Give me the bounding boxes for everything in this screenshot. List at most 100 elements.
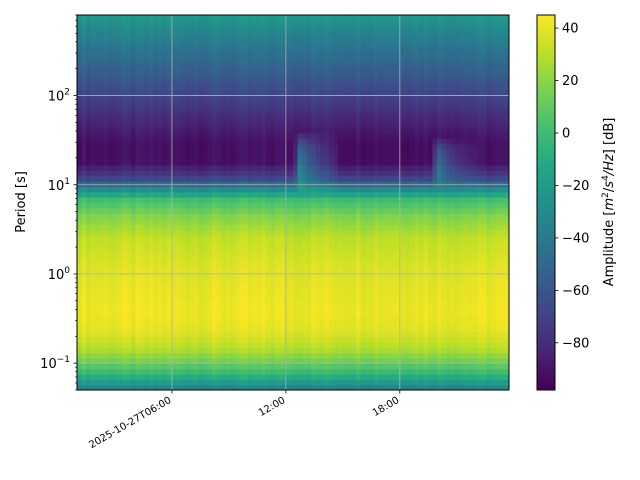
- heatmap-cell: [221, 138, 227, 145]
- heatmap-cell: [140, 36, 146, 43]
- heatmap-cell: [126, 181, 132, 188]
- heatmap-cell: [288, 373, 294, 380]
- heatmap-cell: [351, 293, 357, 300]
- heatmap-cell: [266, 63, 272, 70]
- heatmap-cell: [365, 181, 371, 188]
- heatmap-cell: [266, 315, 272, 321]
- heatmap-cell: [347, 218, 353, 225]
- heatmap-cell: [149, 84, 155, 91]
- heatmap-cell: [108, 31, 114, 38]
- heatmap-cell: [392, 272, 398, 279]
- heatmap-cell: [369, 293, 375, 300]
- heatmap-cell: [387, 191, 393, 198]
- heatmap-cell: [324, 57, 330, 64]
- heatmap-cell: [248, 138, 254, 145]
- heatmap-cell: [239, 331, 245, 338]
- heatmap-cell: [180, 298, 186, 305]
- heatmap-cell: [225, 315, 231, 321]
- heatmap-cell: [306, 223, 312, 230]
- heatmap-cell: [99, 202, 105, 209]
- heatmap-cell: [338, 223, 344, 230]
- heatmap-cell: [293, 277, 299, 284]
- heatmap-cell: [194, 229, 200, 236]
- heatmap-cell: [396, 309, 402, 316]
- heatmap-cell: [311, 229, 317, 236]
- heatmap-cell: [356, 68, 362, 75]
- heatmap-cell: [212, 47, 218, 54]
- heatmap-cell: [293, 256, 299, 263]
- heatmap-cell: [167, 240, 173, 246]
- heatmap-cell: [383, 315, 389, 321]
- heatmap-cell: [176, 90, 182, 96]
- heatmap-cell: [108, 325, 114, 332]
- heatmap-cell: [216, 368, 222, 375]
- heatmap-cell: [338, 234, 344, 241]
- heatmap-cell: [392, 132, 398, 139]
- heatmap-cell: [185, 309, 191, 316]
- heatmap-cell: [275, 363, 281, 370]
- heatmap-cell: [194, 191, 200, 198]
- heatmap-cell: [140, 116, 146, 123]
- heatmap-cell: [288, 57, 294, 64]
- heatmap-cell: [356, 154, 362, 161]
- heatmap-cell: [257, 256, 263, 263]
- heatmap-cell: [356, 79, 362, 86]
- heatmap-cell: [239, 175, 245, 182]
- heatmap-cell: [239, 15, 245, 21]
- heatmap-cell: [135, 223, 141, 230]
- heatmap-cell: [158, 234, 164, 241]
- heatmap-cell: [189, 240, 195, 246]
- heatmap-cell: [338, 25, 344, 32]
- heatmap-cell: [333, 229, 339, 236]
- heatmap-cell: [131, 25, 137, 32]
- heatmap-cell: [108, 41, 114, 48]
- heatmap-cell: [198, 15, 204, 21]
- heatmap-cell: [369, 106, 375, 113]
- heatmap-cell: [288, 202, 294, 209]
- heatmap-cell: [153, 309, 159, 316]
- heatmap-cell: [365, 363, 371, 370]
- heatmap-cell: [351, 213, 357, 220]
- heatmap-cell: [320, 320, 326, 327]
- heatmap-cell: [248, 122, 254, 129]
- heatmap-cell: [108, 320, 114, 327]
- heatmap-cell: [284, 186, 290, 193]
- heatmap-cell: [243, 95, 249, 102]
- heatmap-cell: [378, 309, 384, 316]
- heatmap-cell: [212, 379, 218, 386]
- heatmap-cell: [239, 181, 245, 188]
- heatmap-cell: [270, 293, 276, 300]
- heatmap-cell: [81, 122, 87, 129]
- heatmap-cell: [95, 47, 101, 54]
- heatmap-cell: [279, 57, 285, 64]
- heatmap-cell: [140, 352, 146, 359]
- heatmap-cell: [284, 170, 290, 177]
- heatmap-cell: [108, 111, 114, 118]
- heatmap-cell: [311, 288, 317, 295]
- heatmap-cell: [378, 84, 384, 91]
- heatmap-cell: [329, 272, 335, 279]
- heatmap-cell: [176, 379, 182, 386]
- heatmap-cell: [122, 132, 128, 139]
- heatmap-cell: [284, 245, 290, 252]
- heatmap-cell: [216, 357, 222, 364]
- heatmap-cell: [194, 223, 200, 230]
- heatmap-cell: [288, 282, 294, 289]
- heatmap-cell: [351, 84, 357, 91]
- heatmap-cell: [293, 68, 299, 75]
- heatmap-cell: [329, 229, 335, 236]
- heatmap-cell: [248, 320, 254, 327]
- heatmap-cell: [302, 240, 308, 246]
- heatmap-cell: [113, 186, 119, 193]
- heatmap-cell: [86, 309, 92, 316]
- heatmap-cell: [275, 288, 281, 295]
- heatmap-cell: [378, 213, 384, 220]
- heatmap-cell: [257, 272, 263, 279]
- heatmap-cell: [176, 288, 182, 295]
- heatmap-cell: [216, 336, 222, 343]
- heatmap-cell: [351, 170, 357, 177]
- heatmap-cell: [108, 52, 114, 59]
- heatmap-cell: [126, 132, 132, 139]
- heatmap-cell: [356, 293, 362, 300]
- heatmap-cell: [171, 293, 177, 300]
